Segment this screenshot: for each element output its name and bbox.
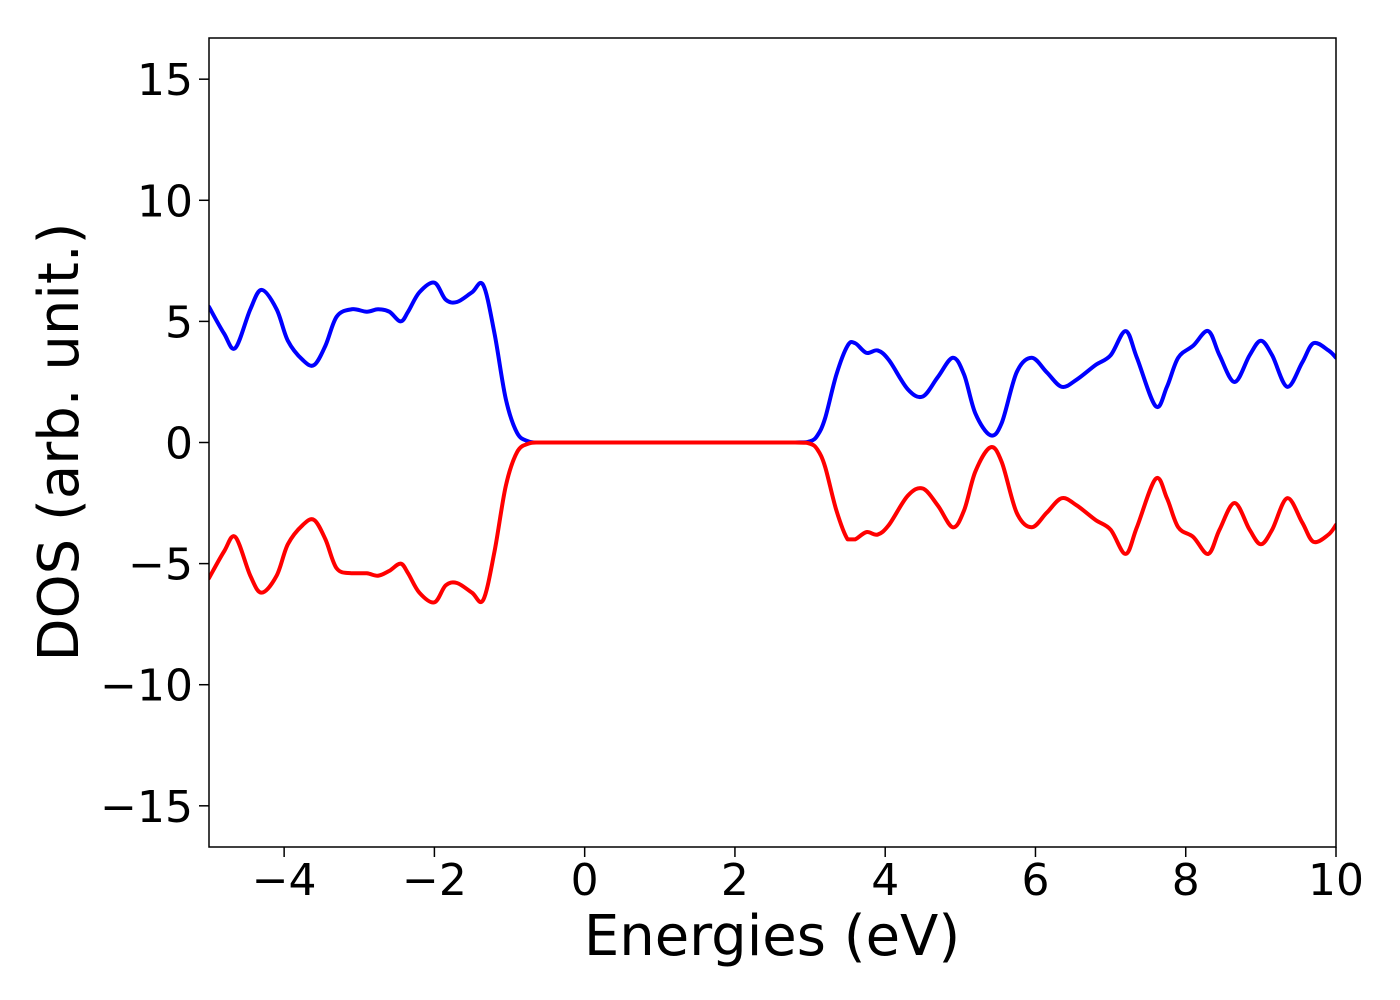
x-tick-label: 10 (1308, 855, 1364, 906)
y-tick-label: −5 (128, 540, 193, 591)
x-tick-label: 8 (1172, 855, 1200, 906)
series-line-2 (209, 440, 1336, 605)
x-tick-label: 2 (721, 855, 749, 906)
series-line-1 (209, 280, 1336, 445)
y-axis-label: DOS (arb. unit.) (27, 222, 92, 661)
y-tick-label: 15 (137, 55, 193, 106)
x-tick-label: 0 (571, 855, 599, 906)
y-tick-label: −15 (100, 782, 193, 833)
x-tick-label: −4 (252, 855, 317, 906)
x-axis-label: Energies (eV) (584, 904, 960, 969)
y-tick-label: −10 (100, 661, 193, 712)
y-tick-label: 0 (165, 419, 193, 470)
x-tick-label: −2 (402, 855, 467, 906)
y-tick-label: 5 (165, 297, 193, 348)
x-tick-label: 4 (871, 855, 899, 906)
series-layer (209, 280, 1336, 605)
ticks-layer: −4 −2 0 2 4 6 8 10 15 10 5 0 −5 −10 −15 (100, 55, 1364, 906)
x-tick-label: 6 (1021, 855, 1049, 906)
y-tick-label: 10 (137, 176, 193, 227)
